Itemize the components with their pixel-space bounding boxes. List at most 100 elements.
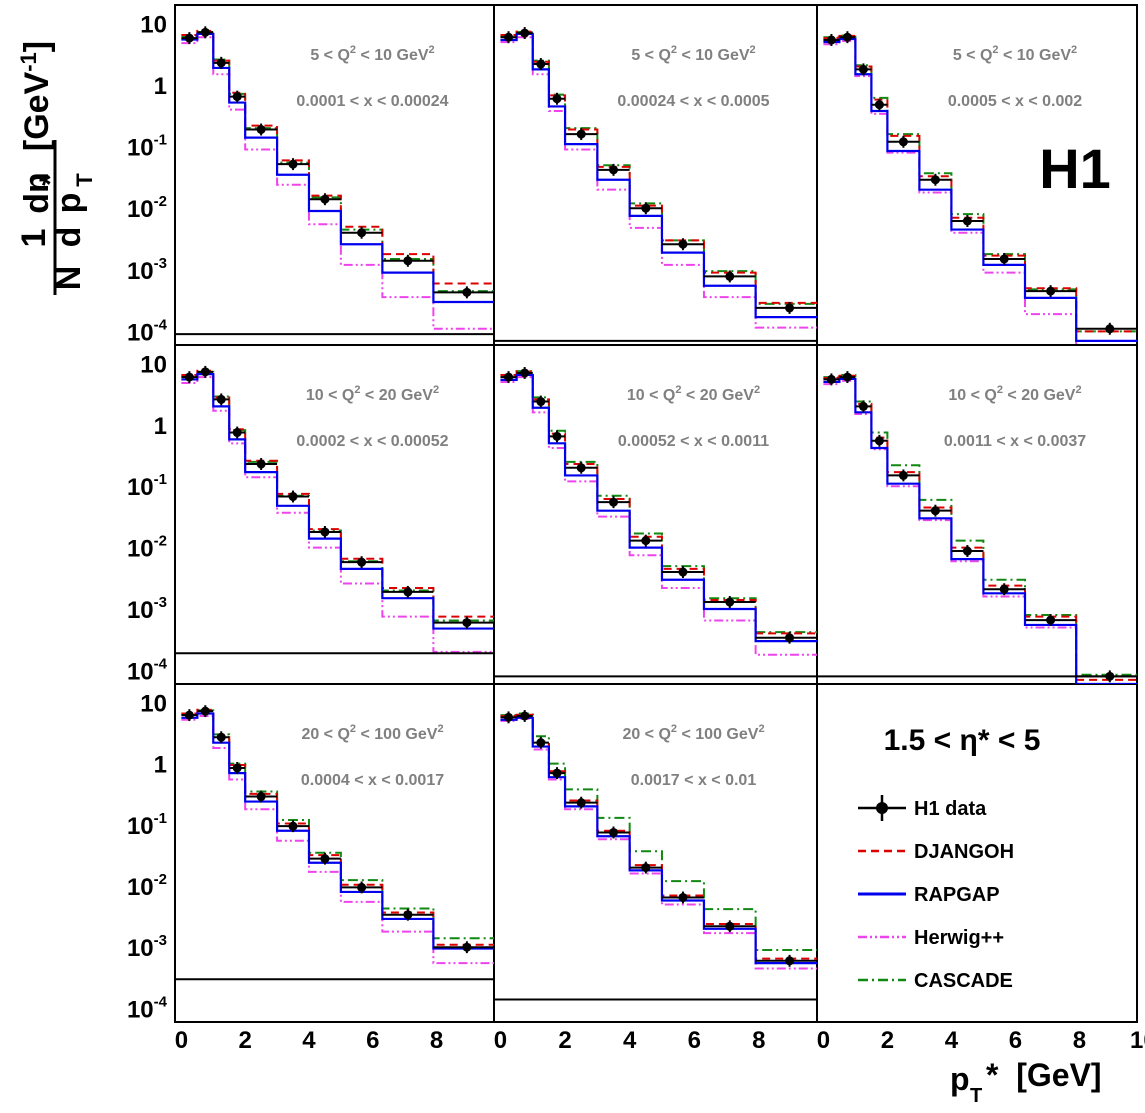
h1-data-point bbox=[597, 496, 630, 509]
rapgap-histogram bbox=[500, 32, 817, 319]
x-tick-label: 0 bbox=[175, 1027, 188, 1054]
h1-data-point bbox=[433, 941, 494, 954]
q2-range-label: 10 < Q2 < 20 GeV2 bbox=[627, 384, 760, 404]
y-tick-label: 1 bbox=[154, 73, 167, 100]
h1-data-point bbox=[565, 461, 598, 474]
y-tick-label: 10-1 bbox=[127, 132, 167, 162]
h1-data-point bbox=[661, 566, 704, 578]
legend-label-djangoh: DJANGOH bbox=[914, 841, 1014, 863]
y-tick-label: 10 bbox=[140, 690, 167, 717]
h1-data-point bbox=[277, 820, 309, 833]
h1-data-point bbox=[197, 705, 214, 718]
y-tick-label: 10-4 bbox=[127, 993, 168, 1023]
y-tick-label: 10-3 bbox=[127, 932, 167, 962]
rapgap-histogram bbox=[181, 373, 494, 630]
h1-data-point bbox=[951, 215, 984, 227]
h1-data-point bbox=[500, 711, 517, 724]
h1-data-point bbox=[548, 430, 566, 443]
q2-range-label: 5 < Q2 < 10 GeV2 bbox=[953, 44, 1077, 64]
legend-label-cascade: CASCADE bbox=[914, 970, 1013, 992]
eta-range-label: 1.5 < η* < 5 bbox=[884, 724, 1041, 757]
h1-data-point bbox=[382, 254, 434, 267]
x-tick-label: 6 bbox=[688, 1027, 701, 1054]
y-tick-label: 10-2 bbox=[127, 193, 167, 223]
h1-data-point bbox=[755, 631, 817, 644]
y-tick-label: 10-2 bbox=[127, 871, 167, 901]
h1-data-point bbox=[565, 796, 598, 809]
rapgap-histogram bbox=[823, 37, 1137, 342]
x-tick-label: 4 bbox=[623, 1027, 637, 1054]
legend-h1_data: H1 data bbox=[858, 795, 987, 821]
legend-cascade: CASCADE bbox=[858, 970, 1013, 992]
y-tick-label: 10-2 bbox=[127, 533, 167, 563]
y-axis-N: N bbox=[50, 266, 88, 291]
x-axis-rest: * [GeV] bbox=[986, 1057, 1102, 1093]
y-axis-unit: [GeV-1] bbox=[16, 41, 56, 151]
panel-2: 5 < Q2 < 10 GeV2 0.00024 < x < 0.0005 bbox=[494, 27, 817, 342]
h1-data-point bbox=[181, 371, 198, 384]
x-tick-label: 10 bbox=[1130, 1027, 1145, 1054]
legend-label-h1_data: H1 data bbox=[914, 798, 987, 820]
cascade-histogram bbox=[823, 373, 1137, 676]
h1-data-point bbox=[629, 861, 662, 874]
h1-data-point bbox=[181, 32, 198, 45]
h1-data-point bbox=[548, 767, 566, 780]
panel-5: 10 < Q2 < 20 GeV2 0.00052 < x < 0.0011 bbox=[494, 367, 817, 678]
legend-panel: 1.5 < η* < 5 H1 data DJANGOH RAPGAP Herwig+… bbox=[858, 724, 1040, 992]
q2-range-label: 20 < Q2 < 100 GeV2 bbox=[622, 723, 764, 743]
panel-1: 5 < Q2 < 10 GeV2 0.0001 < x < 0.00024 bbox=[175, 26, 494, 336]
y-axis-one: 1 bbox=[15, 229, 53, 248]
h1-data-point bbox=[197, 365, 214, 378]
x-tick-label: 0 bbox=[817, 1027, 830, 1054]
h1-data-point bbox=[245, 458, 278, 470]
x-range-label: 0.0001 < x < 0.00024 bbox=[296, 93, 448, 110]
h1-data-point bbox=[494, 998, 817, 1001]
h1-data-point bbox=[983, 583, 1025, 596]
y-axis-T: T bbox=[72, 173, 97, 187]
y-tick-label: 10 bbox=[140, 351, 167, 378]
x-axis-title: p T * [GeV] bbox=[950, 1057, 1102, 1107]
h1-data-point bbox=[308, 526, 341, 538]
legend-rapgap: RAPGAP bbox=[858, 884, 1000, 906]
h1-data-point bbox=[340, 556, 383, 569]
legend-entries: H1 data DJANGOH RAPGAP Herwig++ CASCADE bbox=[858, 795, 1014, 992]
h1-data-point bbox=[661, 238, 704, 251]
h1-data-point bbox=[629, 534, 662, 547]
h1-data-point bbox=[277, 158, 309, 171]
h1-data-point bbox=[532, 58, 549, 70]
h1-data-point bbox=[245, 123, 278, 136]
h1-data-point bbox=[516, 710, 533, 722]
x-tick-label: 2 bbox=[881, 1027, 894, 1054]
h1-data-point bbox=[887, 135, 920, 148]
h1-data-point bbox=[213, 393, 230, 406]
h1-data-point bbox=[703, 270, 756, 283]
h1-data-point bbox=[245, 790, 278, 803]
y-axis-star: * bbox=[34, 174, 67, 186]
y-tick-label: 10 bbox=[140, 12, 167, 39]
h1-data-point bbox=[1025, 285, 1077, 298]
h1-data-point bbox=[175, 978, 494, 981]
x-tick-label: 6 bbox=[1009, 1027, 1022, 1054]
y-tick-label: 10-3 bbox=[127, 255, 167, 285]
panel-8: 20 < Q2 < 100 GeV2 0.0017 < x < 0.01 bbox=[494, 710, 817, 1001]
x-tick-label: 2 bbox=[558, 1027, 571, 1054]
q2-range-label: 5 < Q2 < 10 GeV2 bbox=[310, 44, 434, 64]
h1-data-point bbox=[597, 826, 630, 839]
h1-data-point bbox=[500, 371, 517, 384]
x-tick-label: 8 bbox=[752, 1027, 765, 1054]
x-tick-label: 8 bbox=[430, 1027, 443, 1054]
h1-data-point bbox=[500, 31, 517, 44]
x-range-label: 0.0011 < x < 0.0037 bbox=[944, 433, 1086, 450]
rapgap-histogram bbox=[823, 377, 1137, 684]
x-axis-p: p bbox=[950, 1061, 970, 1097]
h1-data-point bbox=[597, 163, 630, 176]
panel-frame bbox=[816, 683, 1138, 1023]
y-tick-label: 1 bbox=[154, 413, 167, 440]
x-range-label: 0.0004 < x < 0.0017 bbox=[301, 772, 444, 789]
y-axis-d: d bbox=[50, 227, 88, 248]
h1-data-point bbox=[213, 56, 230, 69]
h1-data-point bbox=[703, 596, 756, 608]
h1-data-point bbox=[433, 616, 494, 629]
rapgap-histogram bbox=[181, 32, 494, 304]
x-range-label: 0.0002 < x < 0.00052 bbox=[296, 433, 448, 450]
